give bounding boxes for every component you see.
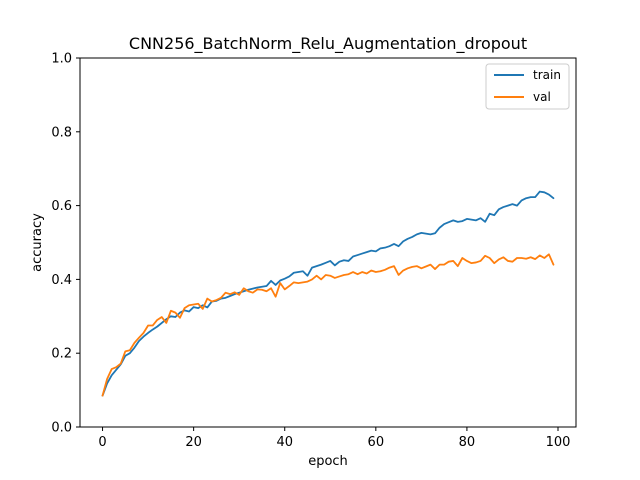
legend: train val [485, 63, 570, 110]
x-tick-label: 40 [276, 435, 293, 450]
plot-area [79, 57, 577, 428]
x-tick-label: 60 [368, 435, 385, 450]
x-axis-label: epoch [308, 454, 348, 469]
legend-label-val: val [533, 90, 551, 104]
series-line-val [101, 253, 555, 397]
chart-title: CNN256_BatchNorm_Relu_Augmentation_dropo… [129, 34, 527, 54]
x-tick-label: 80 [459, 435, 476, 450]
y-tick-label: 0.2 [51, 347, 72, 362]
y-tick-label: 0.4 [51, 273, 72, 288]
y-tick-label: 0.8 [51, 125, 72, 140]
x-tick-label: 100 [546, 435, 571, 450]
x-ticks: 0 20 40 60 80 100 [98, 427, 570, 450]
legend-label-train: train [533, 68, 561, 82]
plot-frame [79, 57, 577, 428]
x-tick-label: 0 [98, 435, 106, 450]
x-tick-label: 20 [185, 435, 202, 450]
y-tick-label: 0.0 [51, 421, 72, 436]
y-tick-label: 0.6 [51, 199, 72, 214]
y-tick-label: 1.0 [51, 52, 72, 67]
series-layer [101, 190, 555, 397]
y-axis-label: accuracy [30, 213, 45, 272]
y-ticks: 0.0 0.2 0.4 0.6 0.8 1.0 [51, 52, 80, 436]
